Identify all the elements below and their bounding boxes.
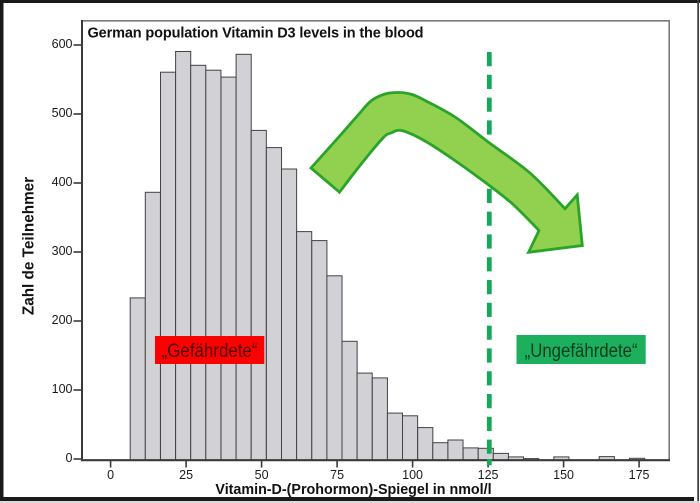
svg-text:German population Vitamin D3 l: German population Vitamin D3 levels in t… bbox=[88, 25, 424, 41]
svg-text:25: 25 bbox=[179, 468, 193, 482]
svg-text:400: 400 bbox=[52, 175, 73, 189]
svg-text:500: 500 bbox=[52, 106, 73, 120]
svg-text:100: 100 bbox=[52, 382, 73, 396]
svg-text:300: 300 bbox=[52, 244, 73, 258]
svg-text:100: 100 bbox=[402, 468, 423, 482]
svg-text:Zahl de Teilnehmer: Zahl de Teilnehmer bbox=[21, 177, 38, 315]
svg-text:0: 0 bbox=[107, 468, 114, 482]
svg-text:„Gefährdete“: „Gefährdete“ bbox=[162, 341, 258, 362]
svg-text:125: 125 bbox=[478, 468, 499, 482]
svg-text:175: 175 bbox=[629, 468, 650, 482]
svg-text:75: 75 bbox=[330, 468, 344, 482]
svg-text:150: 150 bbox=[553, 468, 574, 482]
svg-text:200: 200 bbox=[52, 313, 73, 327]
svg-text:600: 600 bbox=[52, 37, 73, 51]
svg-text:Vitamin-D-(Prohormon)-Spiegel: Vitamin-D-(Prohormon)-Spiegel in nmol/l bbox=[215, 482, 491, 498]
svg-text:„Ungefährdete“: „Ungefährdete“ bbox=[525, 341, 638, 362]
svg-text:50: 50 bbox=[255, 468, 269, 482]
svg-text:0: 0 bbox=[66, 451, 73, 465]
